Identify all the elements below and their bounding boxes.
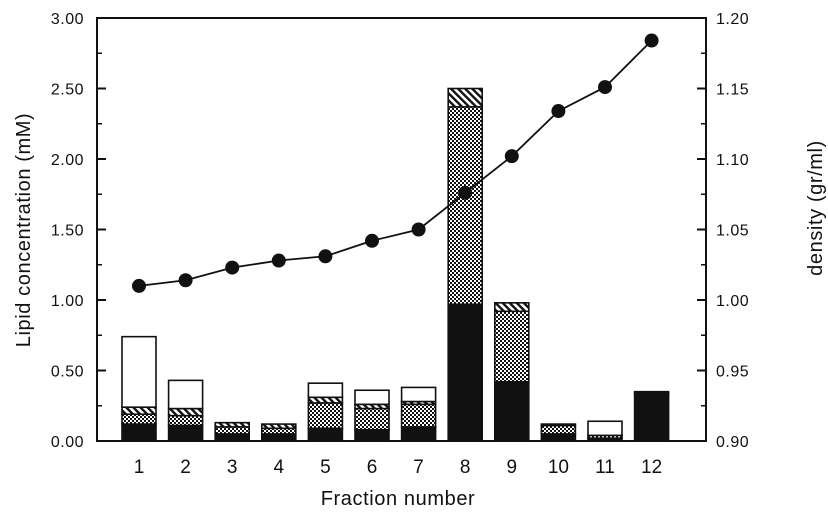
- density-point: [644, 33, 659, 48]
- density-point: [225, 260, 240, 275]
- x-tick-label: 8: [460, 457, 471, 478]
- bar-segment-cross-hatch: [307, 402, 344, 430]
- bar-segment-diagonal-hatch: [493, 302, 530, 313]
- x-tick-label: 4: [274, 457, 285, 478]
- x-tick-label: 2: [180, 457, 191, 478]
- y2-tick-label: 1.00: [716, 293, 749, 310]
- density-point: [271, 253, 286, 268]
- y2-axis-title: density (gr/ml): [805, 140, 827, 276]
- bar-segment-cross-hatch: [447, 106, 484, 306]
- bar-segment-diagonal-hatch: [214, 421, 250, 428]
- density-point: [551, 104, 566, 119]
- bar-segment-cross-hatch: [214, 426, 250, 435]
- y2-tick-label: 1.15: [716, 82, 749, 99]
- bar-segment-white: [307, 382, 344, 399]
- density-point: [178, 273, 193, 288]
- bar-segment-solid-black: [167, 424, 204, 442]
- bars-layer: [121, 87, 670, 442]
- bar-segment-solid-black: [447, 303, 484, 442]
- density-line-layer: [132, 33, 659, 293]
- y-tick-label: 0.00: [51, 434, 84, 451]
- x-tick-label: 1: [134, 457, 145, 478]
- bar-segment-cross-hatch: [540, 424, 577, 435]
- y-tick-label: 2.00: [51, 152, 84, 169]
- bar-segment-solid-black: [260, 433, 297, 442]
- bar-segment-cross-hatch: [167, 414, 204, 427]
- bar-segment-cross-hatch: [260, 427, 297, 435]
- density-point: [365, 233, 379, 248]
- bar-segment-diagonal-hatch: [633, 390, 670, 394]
- y-tick-label: 3.00: [51, 11, 84, 28]
- density-point: [504, 149, 519, 164]
- bar-segment-solid-black: [540, 433, 577, 442]
- bar-segment-diagonal-hatch: [540, 423, 577, 427]
- bar-segment-solid-black: [354, 428, 390, 442]
- bar-segment-cross-hatch: [354, 407, 390, 431]
- bar-segment-solid-black: [400, 426, 437, 442]
- bar-segment-white: [167, 379, 204, 410]
- x-tick-label: 9: [507, 457, 518, 478]
- x-tick-label: 10: [548, 457, 569, 478]
- density-point: [318, 249, 333, 264]
- density-line: [138, 39, 653, 287]
- bar-segment-cross-hatch: [493, 310, 530, 383]
- density-point: [458, 185, 473, 200]
- x-tick-label: 6: [367, 457, 378, 478]
- bar-segment-diagonal-hatch: [307, 396, 344, 404]
- y2-tick-label: 1.10: [716, 152, 749, 169]
- bar-segment-solid-black: [633, 393, 670, 442]
- bar-segment-cross-hatch: [400, 403, 437, 428]
- x-tick-label: 5: [320, 457, 331, 478]
- bar-segment-white: [400, 386, 437, 403]
- density-point: [598, 80, 612, 95]
- y2-tick-label: 1.05: [716, 223, 749, 240]
- y2-tick-label: 1.20: [716, 11, 749, 28]
- y2-tick-label: 0.95: [716, 364, 749, 381]
- bar-segment-white: [354, 389, 390, 406]
- bar-segment-diagonal-hatch: [167, 407, 204, 417]
- y-tick-label: 1.50: [51, 223, 84, 240]
- y2-tick-label: 0.90: [716, 434, 749, 451]
- x-tick-label: 11: [595, 457, 615, 478]
- x-axis-title: Fraction number: [321, 488, 476, 510]
- density-point: [132, 278, 146, 293]
- y-tick-label: 0.50: [51, 364, 84, 381]
- bar-segment-solid-black: [121, 423, 157, 442]
- bar-segment-cross-hatch: [121, 413, 157, 425]
- bar-segment-solid-black: [307, 427, 344, 442]
- plot-frame: [96, 17, 707, 442]
- axes-layer: 0.00 0.50 1.00 1.50 2.00 2.50 3.00 0.90 0.95 1.00…: [51, 11, 749, 478]
- y-axis-title: Lipid concentration (mM): [13, 113, 35, 348]
- bar-segment-diagonal-hatch: [121, 406, 157, 416]
- bar-segment-diagonal-hatch: [447, 87, 484, 108]
- x-tick-label: 3: [227, 457, 238, 478]
- x-tick-label: 7: [413, 457, 424, 478]
- labels-layer: Fraction number Lipid concentration (mM)…: [13, 113, 827, 510]
- y-tick-label: 1.00: [51, 293, 84, 310]
- bar-segment-white: [121, 335, 157, 408]
- density-point: [411, 222, 426, 237]
- bar-segment-white: [587, 420, 623, 437]
- x-tick-label: 12: [641, 457, 662, 478]
- bar-segment-solid-black: [493, 380, 530, 442]
- y-tick-label: 2.50: [51, 82, 84, 99]
- bar-segment-solid-black: [214, 433, 250, 442]
- bar-segment-diagonal-hatch: [260, 423, 297, 430]
